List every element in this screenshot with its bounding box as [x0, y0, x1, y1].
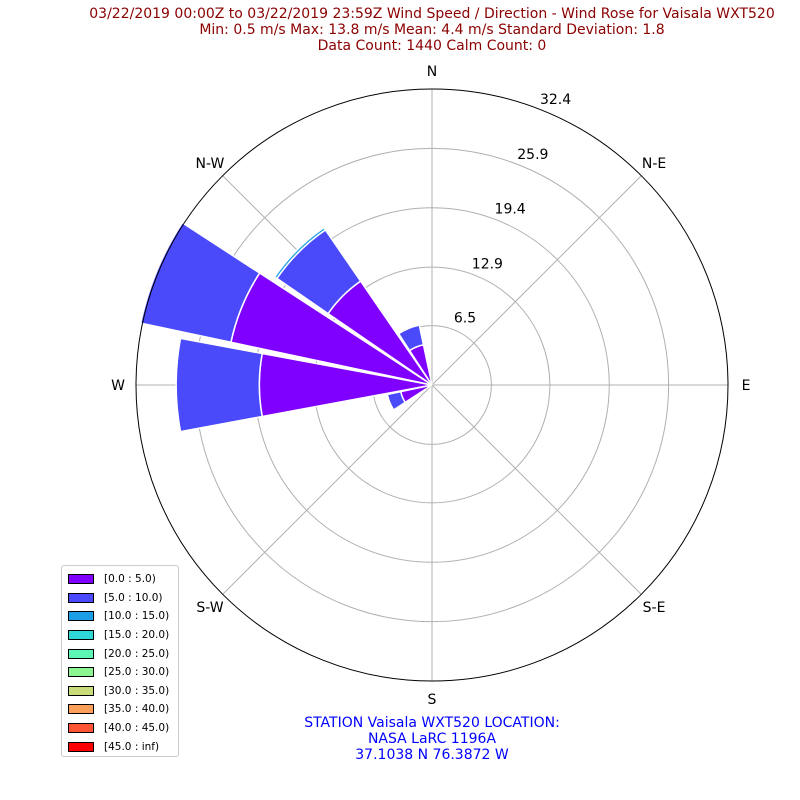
legend-item: [30.0 : 35.0): [68, 682, 178, 701]
legend-item: [20.0 : 25.0): [68, 644, 178, 663]
legend-swatch: [68, 704, 94, 715]
legend-swatch: [68, 574, 94, 585]
legend-label: [25.0 : 30.0): [104, 666, 170, 679]
legend-swatch: [68, 685, 94, 696]
legend-label: [15.0 : 20.0): [104, 629, 170, 642]
station-line-1: STATION Vaisala WXT520 LOCATION:: [304, 715, 560, 731]
legend-item: [25.0 : 30.0): [68, 663, 178, 682]
wind-bar-segment: [175, 337, 264, 433]
axis-labels: 6.5 12.9 19.4 25.9 32.4 N N-E E S-E S S-W W N-W: [111, 64, 750, 708]
station-info: STATION Vaisala WXT520 LOCATION: NASA La…: [232, 715, 632, 763]
wind-bar-segment: [139, 221, 261, 344]
legend-item: [10.0 : 15.0): [68, 607, 178, 626]
legend-label: [30.0 : 35.0): [104, 684, 170, 697]
direction-label: E: [742, 378, 751, 394]
radial-tick-label: 19.4: [495, 202, 526, 218]
legend-swatch: [68, 723, 94, 734]
legend-label: [10.0 : 15.0): [104, 610, 170, 623]
title-line-2: Min: 0.5 m/s Max: 13.8 m/s Mean: 4.4 m/s…: [199, 22, 665, 38]
grid-spoke: [431, 175, 642, 386]
wind-bars: [139, 221, 433, 433]
legend-swatch: [68, 667, 94, 678]
speed-legend: [0.0 : 5.0) [5.0 : 10.0) [10.0 : 15.0) [15.…: [61, 565, 179, 757]
legend-item: [40.0 : 45.0): [68, 719, 178, 738]
legend-label: [0.0 : 5.0): [104, 573, 156, 586]
legend-label: [35.0 : 40.0): [104, 703, 170, 716]
direction-label: W: [111, 378, 125, 394]
legend-item: [35.0 : 40.0): [68, 700, 178, 719]
radial-tick-label: 6.5: [454, 311, 476, 327]
legend-label: [45.0 : inf): [104, 740, 160, 753]
legend-item: [5.0 : 10.0): [68, 589, 178, 608]
radial-tick-label: 25.9: [517, 147, 548, 163]
legend-swatch: [68, 611, 94, 622]
station-line-2: NASA LaRC 1196A: [367, 731, 497, 747]
chart-title: 03/22/2019 00:00Z to 03/22/2019 23:59Z W…: [0, 6, 800, 54]
legend-swatch: [68, 648, 94, 659]
outer-ring: [135, 88, 729, 682]
direction-label: S: [428, 692, 437, 708]
direction-label: N-E: [642, 156, 666, 172]
title-line-1: 03/22/2019 00:00Z to 03/22/2019 23:59Z W…: [89, 6, 775, 22]
wind-bar-segment: [273, 226, 327, 280]
legend-item: [45.0 : inf): [68, 737, 178, 756]
wind-bar-segment: [397, 324, 425, 352]
legend-swatch: [68, 741, 94, 752]
grid-spoke: [431, 384, 642, 595]
station-line-3: 37.1038 N 76.3872 W: [355, 747, 509, 763]
radial-tick-label: 12.9: [472, 257, 503, 273]
direction-label: S-E: [643, 600, 666, 616]
legend-label: [20.0 : 25.0): [104, 647, 170, 660]
wind-bar-segment: [386, 390, 407, 411]
legend-item: [0.0 : 5.0): [68, 570, 178, 589]
direction-label: S-W: [196, 600, 223, 616]
legend-label: [40.0 : 45.0): [104, 722, 170, 735]
title-line-3: Data Count: 1440 Calm Count: 0: [317, 38, 547, 54]
legend-swatch: [68, 592, 94, 603]
legend-item: [15.0 : 20.0): [68, 626, 178, 645]
legend-swatch: [68, 630, 94, 641]
grid-spoke: [222, 384, 433, 595]
direction-label: N: [427, 64, 437, 80]
radial-tick-label: 32.4: [540, 92, 571, 108]
direction-label: N-W: [196, 156, 225, 172]
legend-label: [5.0 : 10.0): [104, 591, 163, 604]
